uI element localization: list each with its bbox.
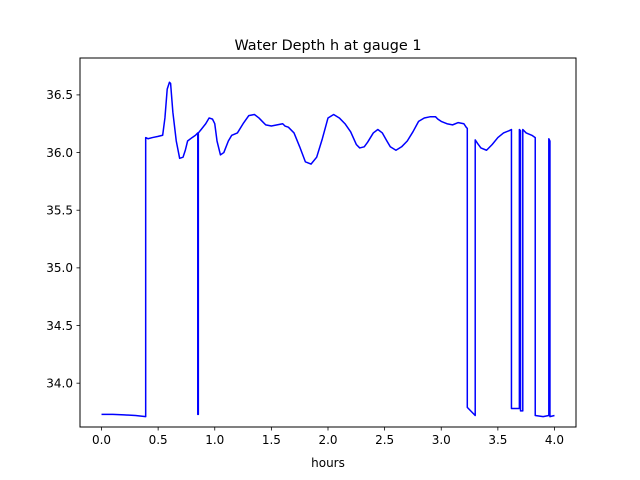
y-tick-label: 35.5 bbox=[46, 204, 73, 218]
chart-title: Water Depth h at gauge 1 bbox=[234, 38, 421, 54]
x-tick-label: 2.5 bbox=[375, 433, 394, 447]
x-tick-label: 2.0 bbox=[318, 433, 337, 447]
plot-data-layer bbox=[101, 81, 555, 418]
x-axis-label: hours bbox=[311, 456, 345, 470]
y-tick-label: 36.5 bbox=[46, 88, 73, 102]
y-tick-label: 36.0 bbox=[46, 146, 73, 160]
x-tick-label: 0.0 bbox=[92, 433, 111, 447]
x-tick-label: 3.0 bbox=[432, 433, 451, 447]
y-tick-label: 34.5 bbox=[46, 319, 73, 333]
x-tick-label: 1.0 bbox=[205, 433, 224, 447]
x-tick-label: 1.5 bbox=[262, 433, 281, 447]
x-tick-label: 3.5 bbox=[488, 433, 507, 447]
x-tick-label: 0.5 bbox=[149, 433, 168, 447]
y-tick-label: 35.0 bbox=[46, 261, 73, 275]
x-tick-label: 4.0 bbox=[545, 433, 564, 447]
y-tick-label: 34.0 bbox=[46, 376, 73, 390]
plot-area-frame bbox=[79, 57, 577, 428]
series-line-0 bbox=[101, 81, 555, 418]
axis-ticks-layer: 0.0 0.5 1.0 1.5 2.0 2.5 3.0 3.5 4.0 34.0 34.5 35.0 3… bbox=[46, 88, 564, 447]
